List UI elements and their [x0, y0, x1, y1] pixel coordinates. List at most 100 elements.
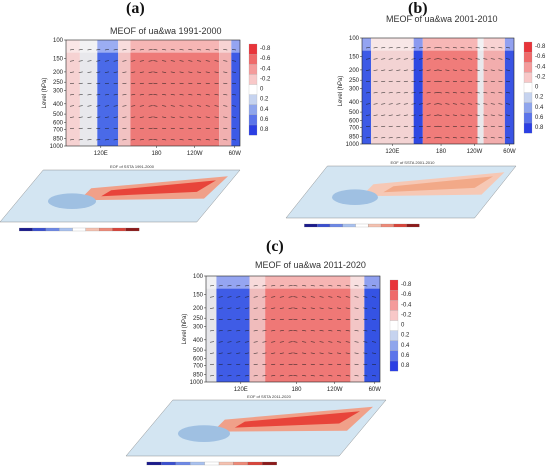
heatmap-band [206, 276, 217, 382]
heatmap-band [350, 276, 365, 382]
wind-vector [188, 127, 193, 129]
y-tick-label: 1000 [190, 380, 204, 386]
wind-vector [345, 352, 350, 354]
wind-vector [104, 116, 109, 118]
wind-vector [452, 103, 457, 105]
wind-vector [365, 69, 371, 71]
wind-vector [288, 352, 293, 354]
colorbar-label: 0.4 [401, 343, 410, 349]
wind-vector [288, 296, 293, 298]
y-tick-label: 100 [349, 36, 360, 42]
wind-vector [460, 103, 465, 105]
wind-vector [253, 330, 258, 332]
wind-vector [437, 58, 442, 60]
wind-vector [452, 80, 457, 82]
wind-vector [411, 80, 416, 82]
wind-vector [122, 60, 127, 62]
wind-vector [288, 307, 293, 309]
wind-vector [69, 127, 75, 129]
wind-vector [223, 82, 228, 84]
heatmap-band [79, 40, 98, 146]
wind-vector [96, 60, 101, 62]
wind-vector [218, 330, 223, 332]
wind-vector [223, 71, 228, 73]
wind-vector [445, 114, 450, 116]
wind-vector [96, 94, 101, 96]
wind-vector [223, 60, 228, 62]
map-colorbar-swatch [355, 223, 369, 228]
wind-vector [371, 375, 377, 377]
wind-vector [475, 137, 480, 139]
heatmap-band [231, 40, 240, 146]
wind-vector [253, 341, 258, 343]
wind-vector [354, 341, 359, 343]
wind-vector [209, 296, 215, 298]
map-colorbar-swatch [146, 461, 162, 466]
wind-vector [310, 341, 315, 343]
wind-vector [236, 318, 241, 320]
wind-vector [419, 137, 424, 139]
y-tick-label: 700 [193, 364, 204, 370]
wind-vector [328, 330, 333, 332]
wind-vector [373, 80, 378, 82]
wind-vector [69, 49, 75, 51]
wind-vector [293, 296, 298, 298]
sst-map-c: EOF of SSTA 2011-2020 [125, 394, 387, 466]
wind-vector [437, 103, 442, 105]
wind-vector [363, 296, 368, 298]
colorbar-label: -0.4 [260, 66, 271, 72]
heatmap-band [130, 40, 220, 146]
wind-vector [218, 296, 223, 298]
wind-vector [288, 285, 293, 287]
wind-vector [310, 307, 315, 309]
wind-vector [452, 114, 457, 116]
wind-vector [214, 105, 219, 107]
wind-vector [113, 82, 118, 84]
wind-vector [293, 375, 298, 377]
wind-vector [279, 330, 284, 332]
wind-vector [319, 375, 324, 377]
wind-vector [475, 103, 480, 105]
wind-vector [227, 296, 232, 298]
wind-vector [244, 285, 249, 287]
wind-vector [231, 49, 237, 51]
wind-vector [373, 114, 378, 116]
wind-vector [403, 137, 408, 139]
wind-vector [69, 105, 75, 107]
wind-vector [419, 103, 424, 105]
wind-vector [279, 318, 284, 320]
wind-vector [87, 71, 92, 73]
map-cold-patch [48, 193, 96, 209]
wind-vector [244, 318, 249, 320]
wind-vector [388, 92, 393, 94]
wind-vector [205, 116, 210, 118]
wind-vector [223, 105, 228, 107]
wind-vector [445, 125, 450, 127]
wind-vector [162, 105, 167, 107]
wind-vector [445, 80, 450, 82]
wind-vector [452, 47, 457, 49]
wind-vector [396, 58, 401, 60]
wind-vector [483, 137, 488, 139]
y-tick-label: 1000 [50, 144, 64, 150]
map-title: EOF of SSTA 1991-2000 [110, 164, 155, 169]
wind-vector [271, 363, 276, 365]
wind-vector [271, 341, 276, 343]
y-tick-label: 850 [349, 135, 360, 141]
wind-vector [371, 363, 377, 365]
wind-vector [490, 69, 495, 71]
wind-vector [396, 80, 401, 82]
wind-vector [153, 139, 158, 141]
wind-vector [371, 296, 377, 298]
wind-vector [227, 330, 232, 332]
wind-vector [104, 49, 109, 51]
map-colorbar-swatch [262, 461, 277, 466]
wind-vector [498, 69, 503, 71]
wind-vector [209, 330, 215, 332]
wind-vector [236, 307, 241, 309]
wind-vector [293, 318, 298, 320]
wind-vector [244, 363, 249, 365]
heatmap-band [483, 38, 505, 144]
